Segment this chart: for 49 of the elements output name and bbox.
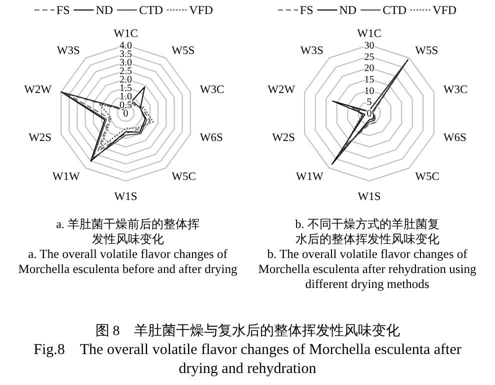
legend-label: CTD — [139, 3, 164, 17]
spoke-label: W5C — [172, 171, 196, 184]
y-tick-label: 30 — [364, 40, 374, 52]
y-tick-label: 15 — [364, 74, 374, 86]
spoke-label: W2W — [24, 84, 52, 96]
spoke-label: W3S — [300, 44, 324, 57]
text: a. 羊肚菌干燥前后的整体挥发性风味变化 — [56, 217, 200, 246]
legend-label: VFD — [189, 3, 214, 17]
spoke-label: W3C — [200, 84, 225, 96]
y-tick-label: 4.0 — [120, 40, 132, 52]
caption: Fig.8 The overall volatile flavor changes of Morchella esculenta after drying and rehydration — [34, 342, 462, 377]
y-tick-label: 2.0 — [120, 74, 132, 86]
y-tick-label: 10 — [364, 86, 374, 97]
y-tick-label: 25 — [364, 52, 374, 63]
spoke-label: W5S — [172, 44, 195, 57]
y-tick-label: 3.0 — [120, 58, 132, 68]
spoke-label: W5C — [415, 171, 440, 184]
y-tick-label: 5 — [366, 97, 372, 108]
spoke-label: W1C — [114, 28, 138, 40]
spoke-label: W1S — [114, 191, 138, 203]
legend-label: CTD — [382, 3, 407, 17]
legend-label: ND — [96, 3, 114, 17]
y-tick-label: 0 — [123, 108, 128, 120]
y-tick-label: 0 — [366, 108, 372, 120]
spoke-label: W3S — [56, 44, 80, 57]
spoke-label: W5S — [415, 44, 438, 57]
spoke-label: W2S — [28, 132, 52, 144]
y-tick-label: 20 — [364, 63, 374, 74]
spoke-label: W3C — [443, 84, 468, 96]
text: a. The overall volatile flavor changes of Morchella esculenta before and after drying — [18, 247, 238, 276]
legend-label: FS — [300, 3, 314, 17]
spoke-label: W2S — [272, 132, 296, 144]
legend-label: VFD — [432, 3, 457, 17]
text: b. 不同干燥方式的羊肚菌复水后的整体挥发性风味变化 — [295, 217, 440, 246]
y-tick-label: 2.5 — [120, 66, 132, 77]
spoke-label: W2W — [268, 84, 296, 96]
spoke-label: W1W — [296, 171, 324, 184]
legend-label: FS — [56, 3, 70, 17]
spoke-label: W1W — [52, 171, 80, 184]
caption: 图 8 羊肚菌干燥与复水后的整体挥发性风味变化 — [95, 323, 400, 339]
legend-label: ND — [339, 3, 357, 17]
spoke-label: W1C — [357, 28, 382, 40]
spoke-label: W6S — [200, 132, 223, 144]
spoke-label: W1S — [358, 191, 381, 203]
y-tick-label: 1.0 — [120, 92, 132, 102]
y-tick-label: 3.5 — [120, 49, 132, 60]
spoke-label: W6S — [443, 132, 466, 144]
text: b. The overall volatile flavor changes of Morchella esculenta after rehydration using different drying methods — [258, 247, 477, 291]
y-tick-label: 1.5 — [120, 83, 132, 94]
